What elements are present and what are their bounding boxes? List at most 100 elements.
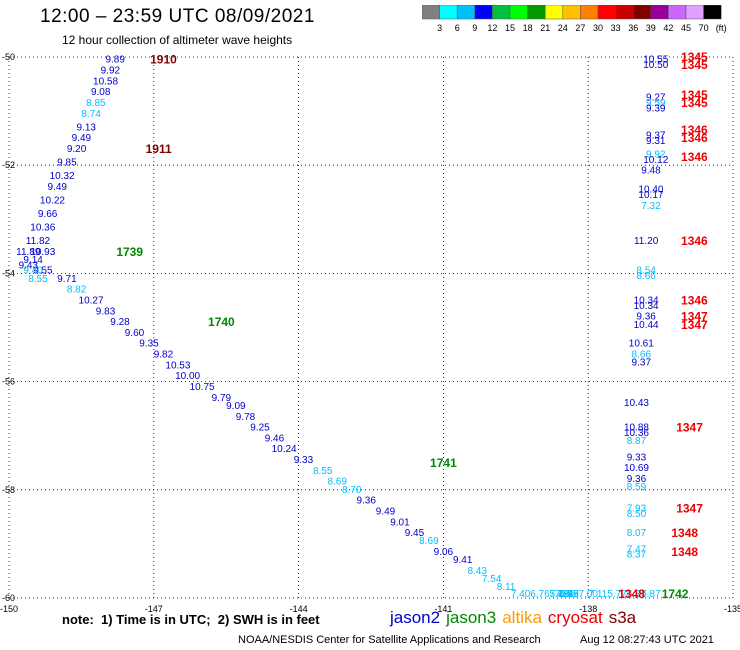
pass-time-label: 1348 (671, 526, 698, 540)
wave-height-label: 10.55 (643, 55, 668, 66)
wave-height-label: 7.11 (555, 589, 574, 600)
wave-height-label: 10.12 (643, 155, 668, 166)
wave-height-label: 8.66 (632, 350, 652, 361)
x-tick-label: -147 (145, 604, 163, 614)
wave-height-label: 9.60 (125, 328, 145, 339)
wave-height-label: 8.87 (627, 436, 647, 447)
pass-time-label: 1346 (681, 150, 708, 164)
colorbar-label: 36 (628, 23, 638, 33)
colorbar-label: 27 (575, 23, 585, 33)
wave-height-label: 11.82 (26, 236, 51, 247)
wave-height-label: 9.79 (212, 393, 232, 404)
wave-height-label: 10.34 (634, 301, 659, 312)
wave-height-label: 9.40 (23, 266, 43, 277)
colorbar-label: 24 (558, 23, 568, 33)
wave-height-label: 10.00 (175, 371, 200, 382)
wave-height-label: 9.36 (356, 496, 376, 507)
wave-height-label: 9.49 (72, 133, 92, 144)
wave-height-label: 9.33 (627, 452, 647, 463)
footnote: note: 1) Time is in UTC; 2) SWH is in fe… (62, 612, 320, 627)
wave-height-label: 8.69 (327, 477, 347, 488)
wave-height-label: 9.20 (67, 144, 87, 155)
wave-height-label: 8.82 (67, 285, 87, 296)
colorbar-label: 39 (646, 23, 656, 33)
wave-height-label: 10.93 (30, 247, 55, 258)
legend-entry-s3a: s3a (608, 608, 637, 627)
wave-height-label: 10.22 (40, 195, 65, 206)
wave-height-label: 10.36 (30, 222, 55, 233)
wave-height-label: 10.61 (629, 339, 654, 350)
wave-height-label: 9.71 (57, 274, 77, 285)
colorbar-label: 42 (663, 23, 673, 33)
wave-height-label: 9.37 (646, 130, 666, 141)
satellite-legend: jason2 jason3 altika cryosat s3a (390, 608, 642, 628)
pass-time-label: 1346 (681, 234, 708, 248)
wave-height-label: 8.50 (627, 509, 647, 520)
wave-height-label: 10.43 (624, 398, 649, 409)
wave-height-label: 10.17 (638, 190, 663, 201)
x-tick-label: -141 (434, 604, 452, 614)
wave-height-label: 7.32 (641, 201, 661, 212)
pass-time-label: 1347 (681, 318, 708, 332)
legend-entry-jason3: jason3 (446, 608, 497, 627)
wave-height-label: 10.24 (272, 444, 297, 455)
y-tick-label: -56 (2, 377, 15, 387)
wave-height-label: 8.66 (636, 271, 656, 282)
color-scale-legend: 3 6 9 12 15 18 21 24 27 30 33 36 39 42 45 70 (ft) (422, 5, 727, 33)
wave-height-label: 9.08 (91, 87, 111, 98)
colorbar-label: 3 (437, 23, 442, 33)
wave-height-label: 9.66 (38, 209, 58, 220)
x-tick-label: -144 (290, 604, 308, 614)
wave-height-label: 10.36 (624, 428, 649, 439)
wave-height-label: 10.34 (634, 295, 659, 306)
wave-height-label: 9.92 (101, 66, 121, 77)
wave-height-label: 5.42 (559, 589, 579, 600)
pass-time-label: 1741 (430, 456, 457, 470)
colorbar-label: 15 (505, 23, 515, 33)
pass-time-label: 1345 (681, 58, 708, 72)
wave-height-label: 10.69 (624, 463, 649, 474)
wave-height-label: 8.43 (467, 566, 487, 577)
pass-time-label: 1347 (676, 502, 703, 516)
pass-time-label: 1346 (681, 293, 708, 307)
wave-height-label: 9.33 (294, 455, 314, 466)
wave-height-label: 6.88 (559, 589, 579, 600)
wave-height-label: 9.59 (646, 98, 666, 109)
wave-height-label: 9.89 (105, 55, 125, 66)
pass-time-label: 1345 (681, 50, 708, 64)
wave-height-label: 10.27 (79, 295, 104, 306)
wave-height-label: 10.50 (643, 60, 668, 71)
wave-height-label: 9.14 (23, 255, 43, 266)
wave-height-label: 9.85 (57, 157, 77, 168)
wave-height-label: 9.27 (646, 93, 666, 104)
colorbar-label: 30 (593, 23, 603, 33)
colorbar-swatch (703, 5, 722, 20)
wave-height-label: 6.76 (530, 589, 550, 600)
wave-height-label: 5.87 (641, 589, 661, 600)
wave-height-label: 9.37 (632, 358, 652, 369)
wave-height-label: 10.32 (50, 171, 75, 182)
wave-height-label: 10.40 (638, 185, 663, 196)
wave-height-label: 8.55 (313, 466, 333, 477)
wave-height-label: 9.83 (96, 306, 116, 317)
wave-height-label: 9.92 (646, 149, 666, 160)
colorbar-label: 6 (455, 23, 460, 33)
y-tick-label: -54 (2, 268, 15, 278)
wave-height-label: 9.28 (110, 317, 130, 328)
wave-height-label: 6.38 (559, 589, 579, 600)
wave-height-label: 10.75 (190, 382, 215, 393)
y-tick-label: -50 (2, 52, 15, 62)
wave-height-label: 9.78 (236, 412, 256, 423)
wave-height-label: 9.49 (48, 182, 68, 193)
legend-entry-jason2: jason2 (390, 608, 441, 627)
wave-height-label: 6.90 (559, 589, 579, 600)
wave-height-label: 11.20 (634, 236, 659, 247)
chart-title: 12:00 – 23:59 UTC 08/09/2021 (40, 6, 315, 27)
y-tick-label: -52 (2, 160, 15, 170)
chart-subtitle: 12 hour collection of altimeter wave hei… (62, 33, 293, 47)
wave-height-label: 8.07 (627, 528, 647, 539)
wave-height-label: 8.37 (627, 550, 647, 561)
wave-height-label: 10.88 (624, 423, 649, 434)
wave-height-label: 8.54 (636, 266, 656, 277)
